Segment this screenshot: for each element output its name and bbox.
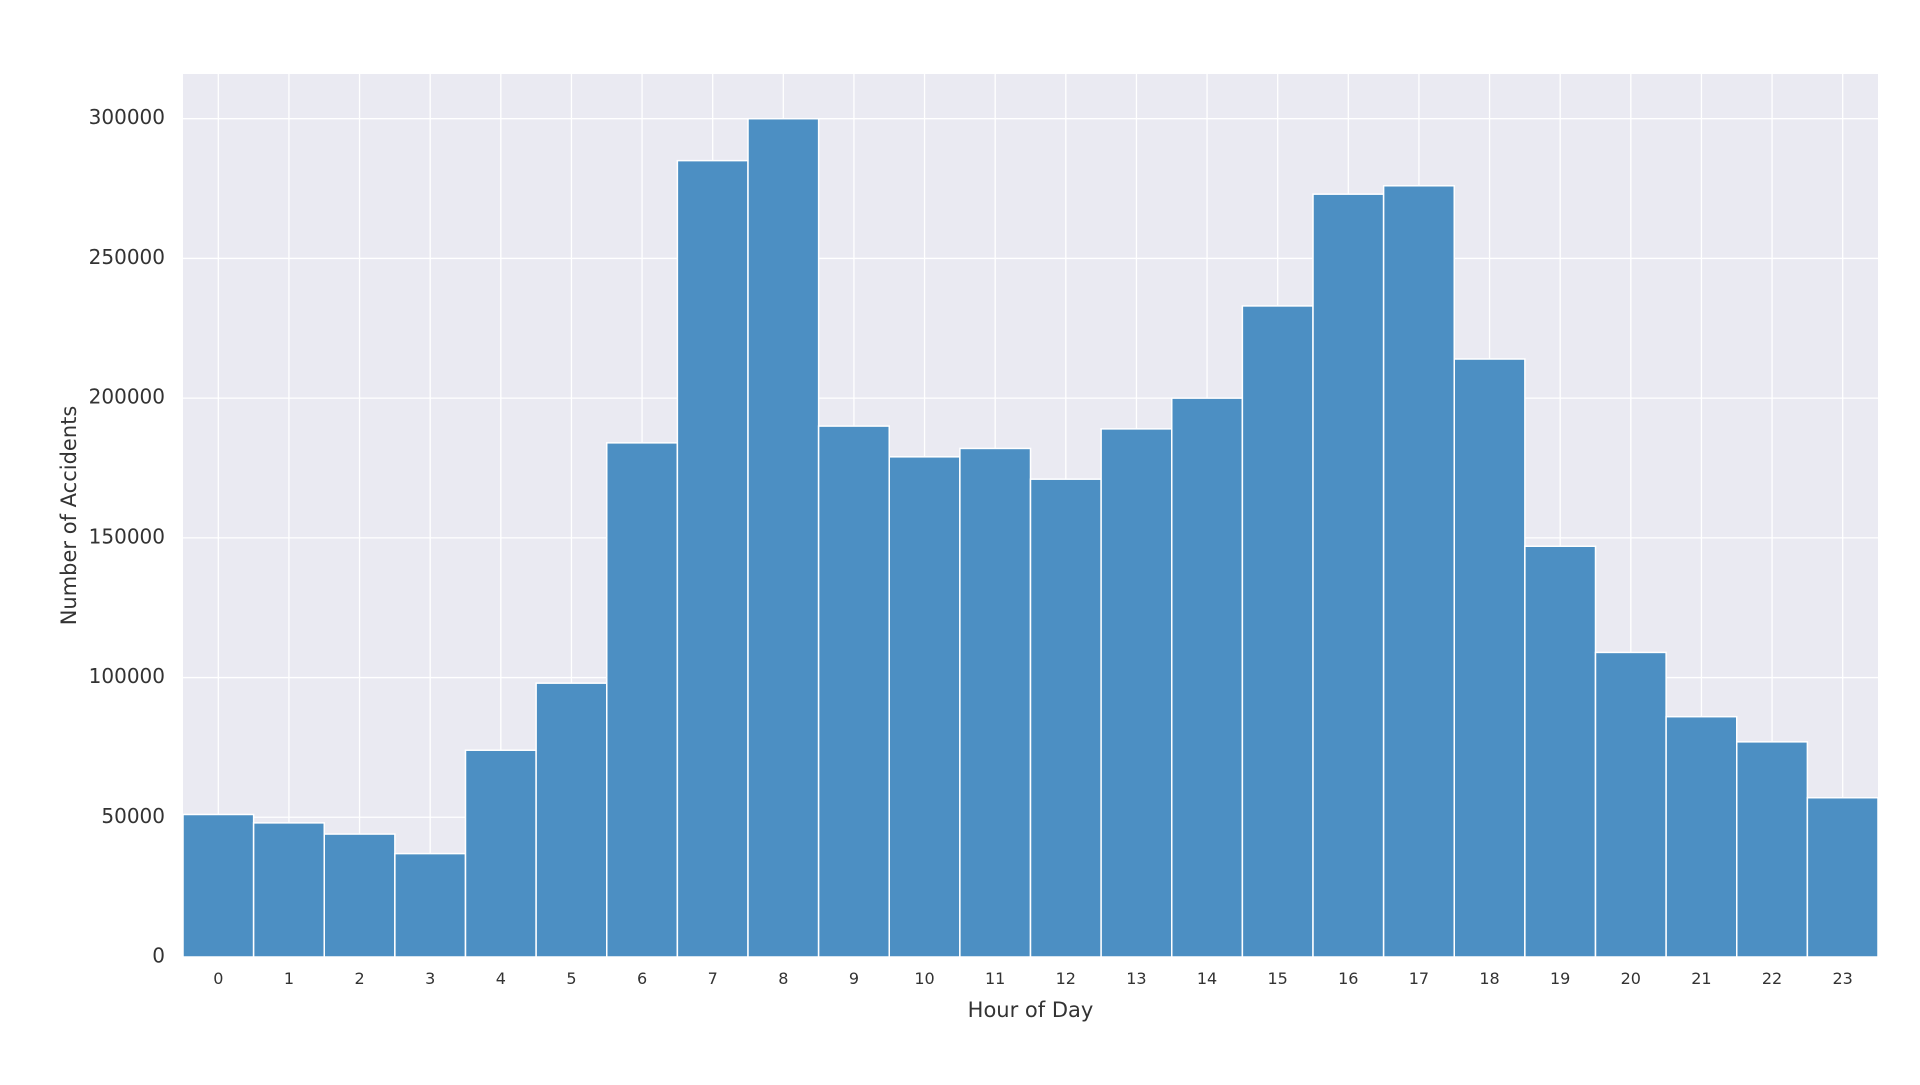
bar-hour-9 (817, 425, 890, 958)
bar-hour-22 (1736, 741, 1809, 958)
bar-hour-8 (747, 117, 820, 958)
x-tick-label: 5 (566, 969, 576, 988)
x-tick-label: 2 (354, 969, 364, 988)
bar-hour-13 (1100, 428, 1173, 958)
bar-hour-19 (1524, 545, 1597, 958)
bar-hour-6 (606, 442, 679, 958)
x-tick-label: 15 (1268, 969, 1288, 988)
bar-hour-17 (1382, 185, 1455, 958)
x-tick-label: 12 (1056, 969, 1076, 988)
bar-hour-12 (1029, 478, 1102, 958)
x-tick-label: 20 (1621, 969, 1641, 988)
x-tick-label: 6 (637, 969, 647, 988)
x-tick-label: 1 (284, 969, 294, 988)
y-axis-label: Number of Accidents (57, 406, 81, 626)
bar-hour-3 (394, 852, 467, 958)
x-tick-label: 14 (1197, 969, 1217, 988)
x-tick-label: 10 (914, 969, 934, 988)
x-tick-label: 11 (985, 969, 1005, 988)
y-tick-label: 100000 (89, 664, 165, 688)
y-tick-label: 200000 (89, 385, 165, 409)
bar-hour-7 (676, 159, 749, 958)
x-tick-label: 13 (1126, 969, 1146, 988)
x-tick-label: 9 (849, 969, 859, 988)
x-tick-label: 8 (778, 969, 788, 988)
bar-hour-15 (1241, 305, 1314, 958)
y-tick-label: 300000 (89, 105, 165, 129)
y-axis-ticks: 0 50000 100000 150000 200000 250000 300000 (89, 105, 165, 967)
x-tick-label: 19 (1550, 969, 1570, 988)
x-tick-label: 21 (1691, 969, 1711, 988)
bar-hour-18 (1453, 358, 1526, 958)
bar-hour-10 (888, 456, 961, 958)
y-tick-label: 250000 (89, 245, 165, 269)
bar-hour-2 (323, 833, 396, 958)
x-tick-label: 4 (496, 969, 506, 988)
y-tick-label: 0 (152, 944, 165, 968)
bar-hour-20 (1594, 651, 1667, 958)
x-tick-label: 0 (213, 969, 223, 988)
bar-hour-16 (1312, 193, 1385, 958)
y-tick-label: 50000 (101, 804, 165, 828)
bar-hour-11 (959, 447, 1032, 958)
y-tick-label: 150000 (89, 524, 165, 548)
bar-hour-0 (182, 813, 255, 958)
bar-hour-21 (1665, 715, 1738, 958)
x-tick-label: 23 (1833, 969, 1853, 988)
bar-hour-4 (464, 749, 537, 958)
bar-hour-14 (1171, 397, 1244, 958)
x-tick-label: 7 (708, 969, 718, 988)
bar-hour-1 (252, 822, 325, 958)
x-tick-label: 17 (1409, 969, 1429, 988)
x-tick-label: 22 (1762, 969, 1782, 988)
x-axis-ticks: 0 1 2 3 4 5 6 7 8 9 10 11 12 13 14 15 16 17 18 19 20 21 22 23 (213, 969, 1853, 988)
x-axis-label: Hour of Day (968, 998, 1094, 1022)
x-tick-label: 16 (1338, 969, 1358, 988)
x-tick-label: 3 (425, 969, 435, 988)
bar-hour-5 (535, 682, 608, 958)
bars (182, 117, 1879, 958)
x-tick-label: 18 (1479, 969, 1499, 988)
bar-hour-23 (1806, 796, 1879, 958)
